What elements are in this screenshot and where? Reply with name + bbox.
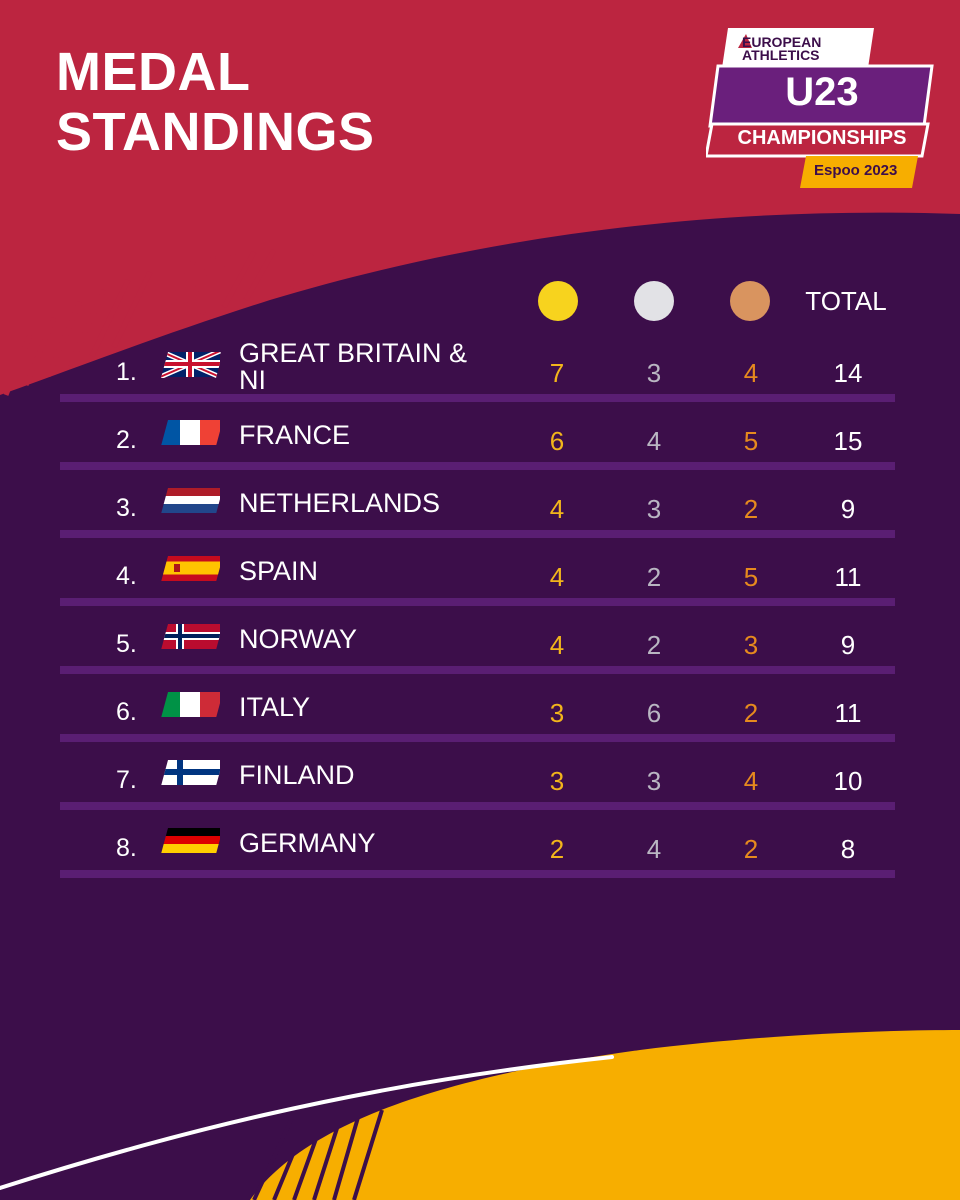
silver-medal-icon [634,281,674,321]
row-divider [60,734,895,742]
fr-flag-icon [161,420,220,445]
silver-count: 2 [646,562,662,592]
fi-flag-icon [161,760,220,785]
country-name: SPAIN [239,556,319,586]
rank-number: 7. [116,766,137,794]
gold-count: 4 [549,562,565,592]
row-divider [60,530,895,538]
silver-count: 4 [646,834,662,864]
title-line-2: STANDINGS [56,102,375,162]
total-count: 15 [833,426,863,456]
total-column-header: TOTAL [805,286,887,316]
country-name: ITALY [239,692,311,722]
gold-medal-icon [538,281,578,321]
gold-count: 3 [549,766,565,796]
table-row: 7. FINLAND 3 3 4 10 [60,744,895,812]
logo-brand-line-1: EUROPEAN [742,34,822,50]
rank-number: 8. [116,834,137,862]
rank-number: 2. [116,426,137,454]
row-divider [60,802,895,810]
total-count: 9 [840,494,856,524]
bronze-count: 2 [743,698,759,728]
country-name: GERMANY [239,828,376,858]
country-name: NORWAY [239,624,358,654]
gold-count: 7 [549,358,565,388]
row-divider [60,394,895,402]
table-row: 5. NORWAY 4 2 3 9 [60,608,895,676]
row-divider [60,462,895,470]
gold-count: 3 [549,698,565,728]
row-divider [60,870,895,878]
logo-brand: EUROPEAN ATHLETICS [742,34,822,63]
de-flag-icon [161,828,220,853]
gold-count: 4 [549,630,565,660]
bronze-count: 2 [743,834,759,864]
total-count: 10 [833,766,863,796]
bronze-count: 4 [743,766,759,796]
bronze-count: 2 [743,494,759,524]
table-row: 2. FRANCE 6 4 5 15 [60,404,895,472]
row-divider [60,598,895,606]
total-count: 8 [840,834,856,864]
logo-brand-line-2: ATHLETICS [742,47,820,63]
row-divider [60,666,895,674]
bronze-count: 5 [743,562,759,592]
table-row: 6. ITALY 3 6 2 11 [60,676,895,744]
bronze-count: 3 [743,630,759,660]
gold-count: 2 [549,834,565,864]
silver-count: 3 [646,358,662,388]
silver-count: 2 [646,630,662,660]
logo-event-code: U23 [785,70,859,114]
bronze-count: 4 [743,358,759,388]
gold-count: 6 [549,426,565,456]
table-row: 1. GREAT BRITAIN & NI 7 3 4 14 [60,336,895,404]
total-count: 11 [834,698,862,728]
event-logo: EUROPEAN ATHLETICS U23 CHAMPIONSHIPS Esp… [704,26,938,188]
logo-shapes [704,28,934,188]
page-title: MEDAL STANDINGS [56,42,375,162]
gold-count: 4 [549,494,565,524]
it-flag-icon [161,692,220,717]
bronze-medal-icon [730,281,770,321]
logo-event-name: CHAMPIONSHIPS [737,127,907,149]
logo-edition: Espoo 2023 [814,162,898,179]
gb-flag-icon [161,352,221,378]
silver-count: 3 [646,766,662,796]
total-count: 14 [833,358,863,388]
rank-number: 3. [116,494,137,522]
rank-number: 6. [116,698,137,726]
total-count: 11 [834,562,862,592]
country-name: FINLAND [239,760,355,790]
silver-count: 3 [646,494,662,524]
country-name: GREAT BRITAIN & NI [239,338,468,395]
silver-count: 4 [646,426,662,456]
title-line-1: MEDAL [56,42,251,102]
country-name: FRANCE [239,420,351,450]
total-count: 9 [840,630,856,660]
rank-number: 4. [116,562,137,590]
country-name: NETHERLANDS [239,488,441,518]
silver-count: 6 [646,698,662,728]
rank-number: 5. [116,630,137,658]
bronze-count: 5 [743,426,759,456]
table-row: 3. NETHERLANDS 4 3 2 9 [60,472,895,540]
table-row: 8. GERMANY 2 4 2 8 [60,812,895,880]
rank-number: 1. [116,358,137,386]
table-row: 4. SPAIN 4 2 5 11 [60,540,895,608]
no-flag-icon [161,624,220,649]
nl-flag-icon [161,488,220,513]
es-flag-icon [161,556,220,581]
